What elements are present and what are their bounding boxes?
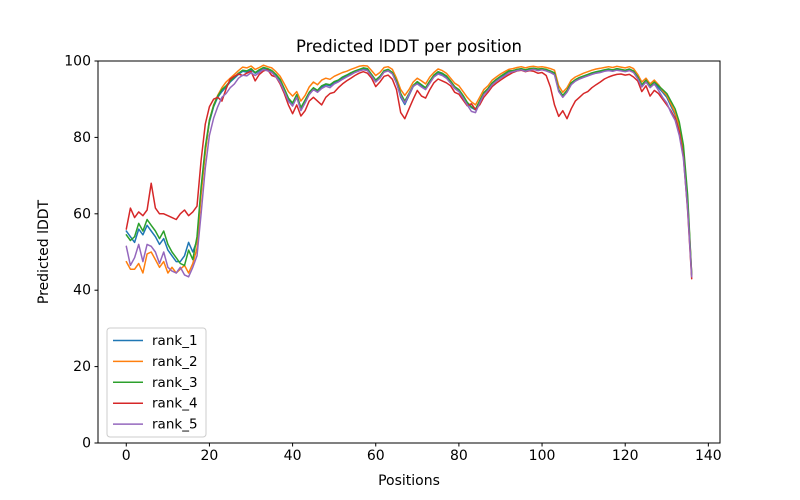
y-tick-label: 100 [64, 54, 91, 70]
plot-border [97, 60, 721, 444]
x-tick-label: 100 [529, 448, 556, 464]
legend: rank_1 rank_2 rank_3 rank_4 rank_5 [106, 327, 207, 438]
legend-label-rank_1: rank_1 [152, 333, 198, 349]
series-line-rank_1 [125, 67, 693, 276]
legend-label-rank_4: rank_4 [152, 396, 198, 412]
y-tick-label: 0 [82, 436, 91, 452]
y-tick-label: 20 [73, 359, 91, 375]
x-tick-label: 80 [450, 448, 468, 464]
x-tick-label: 60 [367, 448, 385, 464]
x-tick-label: 120 [612, 448, 639, 464]
legend-label-rank_5: rank_5 [152, 417, 198, 433]
x-tick-label: 140 [695, 448, 722, 464]
legend-box [106, 327, 207, 438]
y-tick-label: 80 [73, 130, 91, 146]
x-tick-label: 0 [122, 448, 131, 464]
legend-label-rank_2: rank_2 [152, 354, 198, 370]
axis-ticks: 0 20 40 60 80 100 120 140 0 20 40 60 80 100 [64, 54, 721, 465]
legend-label-rank_3: rank_3 [152, 375, 198, 391]
x-axis-label: Positions [378, 473, 440, 489]
series-lines [125, 64, 693, 280]
x-tick-label: 20 [201, 448, 219, 464]
series-line-rank_3 [125, 66, 693, 276]
series-line-rank_2 [125, 64, 693, 275]
y-tick-label: 40 [73, 283, 91, 299]
series-line-rank_4 [125, 69, 693, 280]
y-axis-label: Predicted lDDT [36, 199, 52, 304]
y-tick-label: 60 [73, 206, 91, 222]
series-line-rank_5 [125, 68, 693, 278]
x-tick-label: 40 [284, 448, 302, 464]
chart-title: Predicted lDDT per position [296, 37, 522, 56]
plot-frame [97, 60, 721, 444]
